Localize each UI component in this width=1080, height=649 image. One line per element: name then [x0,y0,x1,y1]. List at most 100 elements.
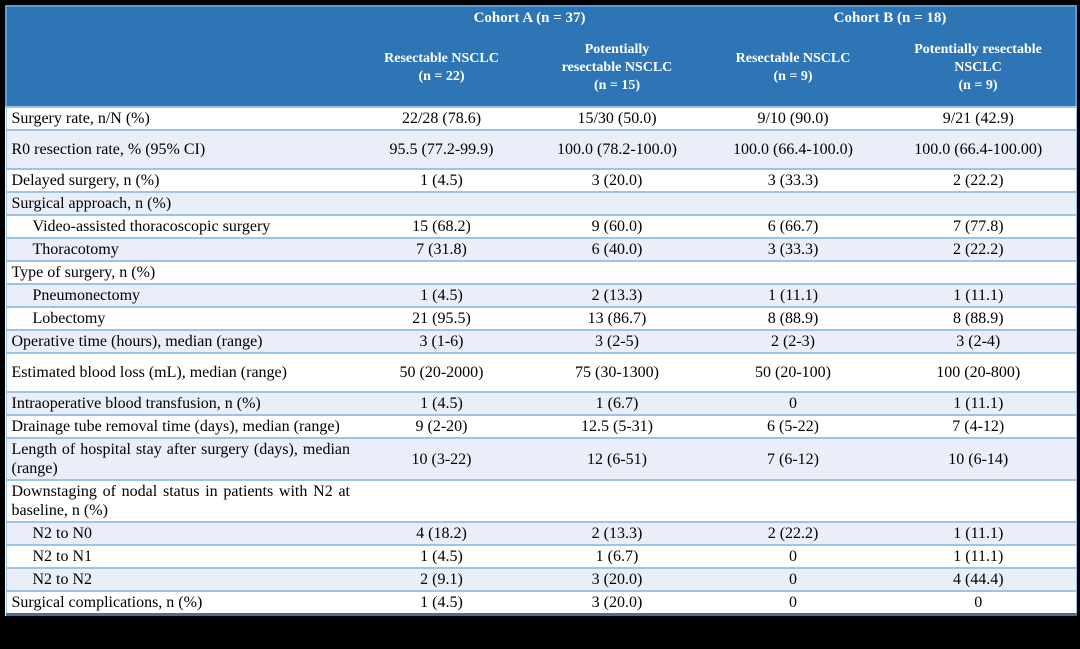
data-cell [354,480,529,523]
cohort-header-row: Cohort A (n = 37) Cohort B (n = 18) [5,5,1078,108]
row-label: Thoracotomy [5,238,354,262]
col-header-resectable-a: Resectable NSCLC (n = 22) [354,30,529,108]
data-cell [705,261,882,285]
data-cell: 13 (86.7) [529,307,706,331]
table-row: N2 to N0 4 (18.2) 2 (13.3) 2 (22.2) 1 (1… [5,522,1077,546]
table-row: Delayed surgery, n (%) 1 (4.5) 3 (20.0) … [5,169,1077,193]
data-cell: 2 (9.1) [354,568,529,592]
row-label: Drainage tube removal time (days), media… [5,415,354,439]
data-cell: 100 (20-800) [881,353,1077,393]
surgical-outcomes-table: Cohort A (n = 37) Cohort B (n = 18) Rese… [5,5,1078,616]
col-header-line: (n = 9) [773,69,813,84]
data-cell [705,480,882,523]
data-cell: 100.0 (66.4-100.0) [705,130,882,170]
row-label: Estimated blood loss (mL), median (range… [5,353,354,393]
data-cell: 3 (33.3) [705,169,882,193]
data-cell: 6 (66.7) [705,215,882,239]
data-cell: 4 (44.4) [881,568,1077,592]
table-row: Estimated blood loss (mL), median (range… [5,353,1077,393]
row-label: Length of hospital stay after surgery (d… [5,438,354,481]
data-cell: 1 (4.5) [354,284,529,308]
data-cell: 1 (4.5) [354,169,529,193]
col-header-resectable-b: Resectable NSCLC (n = 9) [705,30,882,108]
table-row: Operative time (hours), median (range) 3… [5,330,1077,354]
data-cell [529,480,706,523]
data-cell: 2 (13.3) [529,284,706,308]
table-header: Cohort A (n = 37) Cohort B (n = 18) Rese… [5,5,1078,108]
data-cell: 12.5 (5-31) [529,415,706,439]
data-cell: 3 (2-4) [881,330,1077,354]
data-cell: 7 (4-12) [881,415,1077,439]
data-cell: 1 (4.5) [354,591,529,616]
data-cell: 2 (13.3) [529,522,706,546]
col-header-line: Potentially resectable [914,42,1042,57]
table-row: Thoracotomy 7 (31.8) 6 (40.0) 3 (33.3) 2… [5,238,1077,262]
header-corner [5,5,354,108]
row-label: Lobectomy [5,307,354,331]
table-row: Length of hospital stay after surgery (d… [5,438,1077,481]
data-cell: 95.5 (77.2-99.9) [354,130,529,170]
data-cell: 10 (6-14) [881,438,1077,481]
data-cell: 3 (1-6) [354,330,529,354]
data-cell: 15 (68.2) [354,215,529,239]
col-header-line: (n = 15) [593,78,641,93]
row-label: Operative time (hours), median (range) [5,330,354,354]
data-cell: 9 (60.0) [529,215,706,239]
data-cell: 3 (33.3) [705,238,882,262]
data-cell: 1 (6.7) [529,545,706,569]
row-label: N2 to N1 [5,545,354,569]
data-cell: 50 (20-2000) [354,353,529,393]
table-row: Lobectomy 21 (95.5) 13 (86.7) 8 (88.9) 8… [5,307,1077,331]
data-cell: 10 (3-22) [354,438,529,481]
col-header-line: Potentially [584,42,650,57]
data-cell: 1 (4.5) [354,545,529,569]
data-cell: 6 (5-22) [705,415,882,439]
cohort-b-header: Cohort B (n = 18) [705,5,1078,30]
col-header-line: (n = 22) [418,69,465,84]
col-header-line: Resectable NSCLC [384,51,499,66]
col-header-potentially-resectable-a: Potentially resectable NSCLC (n = 15) [529,30,706,108]
data-cell: 7 (31.8) [354,238,529,262]
data-cell: 1 (11.1) [705,284,882,308]
data-cell: 75 (30-1300) [529,353,706,393]
data-cell: 9/21 (42.9) [881,107,1077,131]
table-row: Intraoperative blood transfusion, n (%) … [5,392,1077,416]
data-cell: 3 (2-5) [529,330,706,354]
col-header-potentially-resectable-b: Potentially resectable NSCLC (n = 9) [881,30,1078,108]
data-cell: 4 (18.2) [354,522,529,546]
data-cell: 1 (11.1) [881,522,1077,546]
data-cell: 0 [881,591,1077,616]
data-cell: 1 (11.1) [881,392,1077,416]
data-cell: 2 (22.2) [881,238,1077,262]
table-row: Surgery rate, n/N (%) 22/28 (78.6) 15/30… [5,107,1077,131]
data-cell: 0 [705,545,882,569]
col-header-line: resectable NSCLC [561,60,673,75]
table-row: Video-assisted thoracoscopic surgery 15 … [5,215,1077,239]
data-cell: 0 [705,392,882,416]
data-cell: 7 (77.8) [881,215,1077,239]
row-label: R0 resection rate, % (95% CI) [5,130,354,170]
data-cell: 100.0 (66.4-100.00) [881,130,1077,170]
data-cell: 50 (20-100) [705,353,882,393]
row-label: Type of surgery, n (%) [5,261,354,285]
row-label: N2 to N2 [5,568,354,592]
table-row: R0 resection rate, % (95% CI) 95.5 (77.2… [5,130,1077,170]
table-row: Surgical complications, n (%) 1 (4.5) 3 … [5,591,1077,616]
data-cell [354,192,529,216]
data-cell: 21 (95.5) [354,307,529,331]
data-cell: 0 [705,568,882,592]
data-cell: 8 (88.9) [881,307,1077,331]
row-label: Delayed surgery, n (%) [5,169,354,193]
col-header-line: NSCLC [954,60,1002,75]
row-label: Surgical approach, n (%) [5,192,354,216]
section-row: Surgical approach, n (%) [5,192,1077,216]
data-cell: 0 [705,591,882,616]
data-cell: 100.0 (78.2-100.0) [529,130,706,170]
row-label: Pneumonectomy [5,284,354,308]
data-cell [529,192,706,216]
cohort-a-header: Cohort A (n = 37) [354,5,706,30]
data-cell: 12 (6-51) [529,438,706,481]
col-header-line: (n = 9) [958,78,998,93]
data-cell: 1 (6.7) [529,392,706,416]
data-cell [705,192,882,216]
